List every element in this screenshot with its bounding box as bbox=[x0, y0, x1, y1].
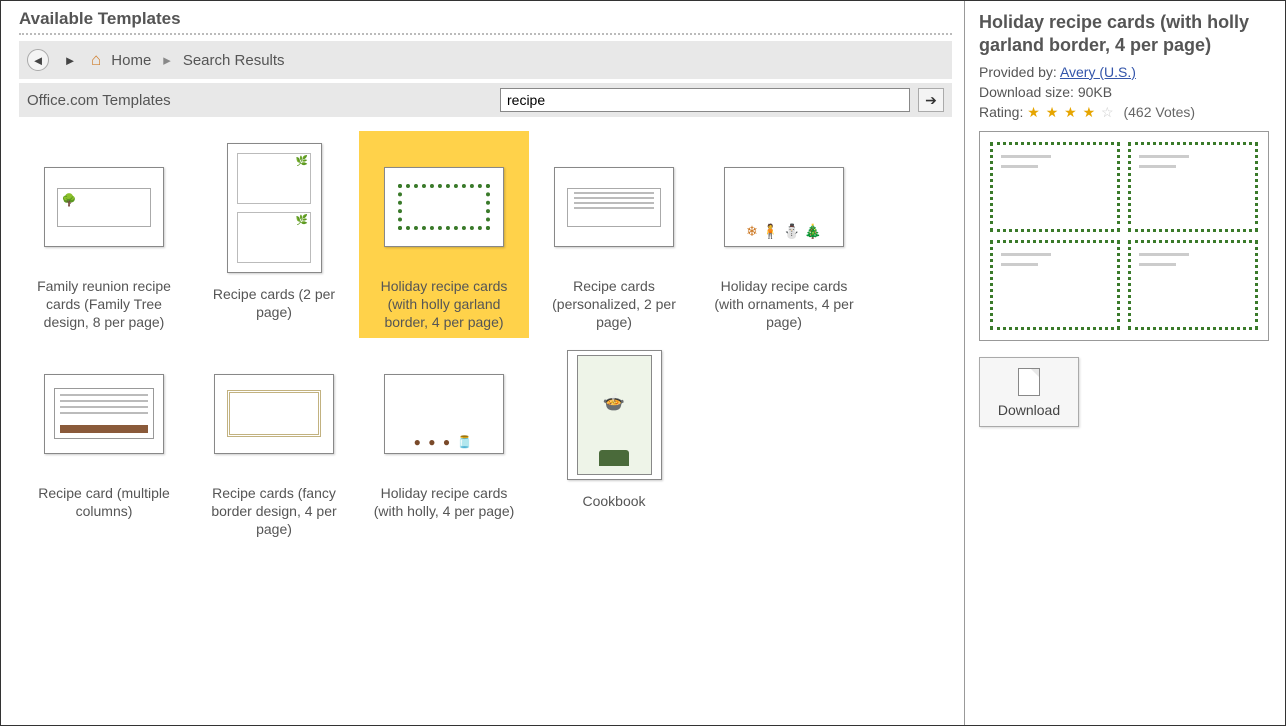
search-bar: Office.com Templates ➔ bbox=[19, 83, 952, 117]
search-source-label: Office.com Templates bbox=[27, 92, 171, 109]
template-caption: Recipe cards (2 per page) bbox=[195, 285, 353, 321]
preview-card bbox=[1128, 240, 1258, 330]
document-icon bbox=[1018, 368, 1040, 396]
template-thumbnail bbox=[214, 374, 334, 454]
detail-title: Holiday recipe cards (with holly garland… bbox=[979, 11, 1271, 58]
detail-size-prefix: Download size: bbox=[979, 84, 1078, 100]
template-thumbnail bbox=[44, 374, 164, 454]
template-thumbnail: 🌳 bbox=[44, 167, 164, 247]
breadcrumb-current: Search Results bbox=[183, 52, 285, 69]
template-grid: 🌳 Family reunion recipe cards (Family Tre… bbox=[19, 131, 952, 544]
detail-size-value: 90KB bbox=[1078, 84, 1112, 100]
template-tile[interactable]: Recipe card (multiple columns) bbox=[19, 338, 189, 545]
download-label: Download bbox=[998, 402, 1060, 418]
template-thumbnail: ❄ 🧍 ⛄ 🎄 bbox=[724, 167, 844, 247]
detail-rating: Rating: ★ ★ ★ ★ ☆ (462 Votes) bbox=[979, 104, 1271, 121]
template-thumbnail: 🌿🌿 bbox=[227, 143, 322, 273]
template-caption: Holiday recipe cards (with holly garland… bbox=[365, 277, 523, 332]
templates-panel: Available Templates ◄ ► ⌂ Home ▸ Search … bbox=[1, 1, 965, 725]
breadcrumb-home[interactable]: Home bbox=[111, 52, 151, 69]
template-thumbnail bbox=[384, 167, 504, 247]
template-tile[interactable]: 🌿🌿 Recipe cards (2 per page) bbox=[189, 131, 359, 338]
download-button[interactable]: Download bbox=[979, 357, 1079, 427]
template-caption: Recipe cards (personalized, 2 per page) bbox=[535, 277, 693, 332]
search-input[interactable] bbox=[500, 88, 910, 112]
panel-title: Available Templates bbox=[19, 9, 952, 35]
template-caption: Holiday recipe cards (with holly, 4 per … bbox=[365, 484, 523, 520]
detail-size: Download size: 90KB bbox=[979, 84, 1271, 100]
template-tile[interactable]: ❄ 🧍 ⛄ 🎄 Holiday recipe cards (with orname… bbox=[699, 131, 869, 338]
nav-back-button[interactable]: ◄ bbox=[27, 49, 49, 71]
template-tile[interactable]: ● ● ● 🫙 Holiday recipe cards (with holly,… bbox=[359, 338, 529, 545]
template-tile[interactable]: Recipe cards (fancy border design, 4 per… bbox=[189, 338, 359, 545]
detail-provider-link[interactable]: Avery (U.S.) bbox=[1060, 64, 1136, 80]
chevron-right-icon: ▸ bbox=[163, 51, 171, 69]
template-caption: Cookbook bbox=[578, 492, 649, 510]
template-caption: Recipe cards (fancy border design, 4 per… bbox=[195, 484, 353, 539]
nav-forward-button[interactable]: ► bbox=[59, 49, 81, 71]
detail-preview bbox=[979, 131, 1269, 341]
template-caption: Family reunion recipe cards (Family Tree… bbox=[25, 277, 183, 332]
template-thumbnail: 🍲 bbox=[567, 350, 662, 480]
detail-provider-prefix: Provided by: bbox=[979, 64, 1060, 80]
preview-card bbox=[990, 142, 1120, 232]
template-tile[interactable]: 🍲 Cookbook bbox=[529, 338, 699, 545]
search-go-button[interactable]: ➔ bbox=[918, 88, 944, 112]
detail-provider: Provided by: Avery (U.S.) bbox=[979, 64, 1271, 80]
home-icon[interactable]: ⌂ bbox=[91, 50, 101, 70]
breadcrumb-bar: ◄ ► ⌂ Home ▸ Search Results bbox=[19, 41, 952, 79]
preview-card bbox=[1128, 142, 1258, 232]
template-caption: Holiday recipe cards (with ornaments, 4 … bbox=[705, 277, 863, 332]
detail-rating-prefix: Rating: bbox=[979, 104, 1027, 120]
template-caption: Recipe card (multiple columns) bbox=[25, 484, 183, 520]
rating-stars: ★ ★ ★ ★ ☆ bbox=[1027, 104, 1119, 120]
template-thumbnail: ● ● ● 🫙 bbox=[384, 374, 504, 454]
template-tile[interactable]: Holiday recipe cards (with holly garland… bbox=[359, 131, 529, 338]
template-tile[interactable]: Recipe cards (personalized, 2 per page) bbox=[529, 131, 699, 338]
template-tile[interactable]: 🌳 Family reunion recipe cards (Family Tre… bbox=[19, 131, 189, 338]
detail-panel: Holiday recipe cards (with holly garland… bbox=[965, 1, 1285, 725]
detail-votes: (462 Votes) bbox=[1123, 104, 1195, 120]
preview-card bbox=[990, 240, 1120, 330]
template-thumbnail bbox=[554, 167, 674, 247]
